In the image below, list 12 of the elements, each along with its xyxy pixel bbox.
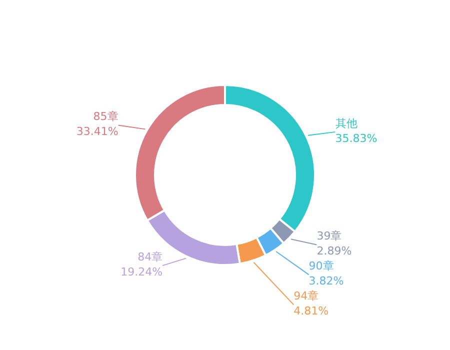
data-label: 35.83% (335, 132, 378, 145)
slice-label: 39章 (316, 230, 342, 243)
data-label: 3.82% (308, 274, 344, 288)
slice-label: 85章 (93, 110, 118, 124)
slice-label: 94章 (294, 290, 319, 303)
slice-label: 90章 (308, 260, 334, 273)
slice-label: 其他 (335, 116, 358, 130)
data-label: 2.89% (316, 244, 352, 258)
data-label: 4.81% (294, 304, 329, 318)
slice-label: 84章 (138, 250, 163, 264)
data-label: 33.41% (76, 125, 118, 138)
data-label: 19.24% (120, 266, 163, 279)
